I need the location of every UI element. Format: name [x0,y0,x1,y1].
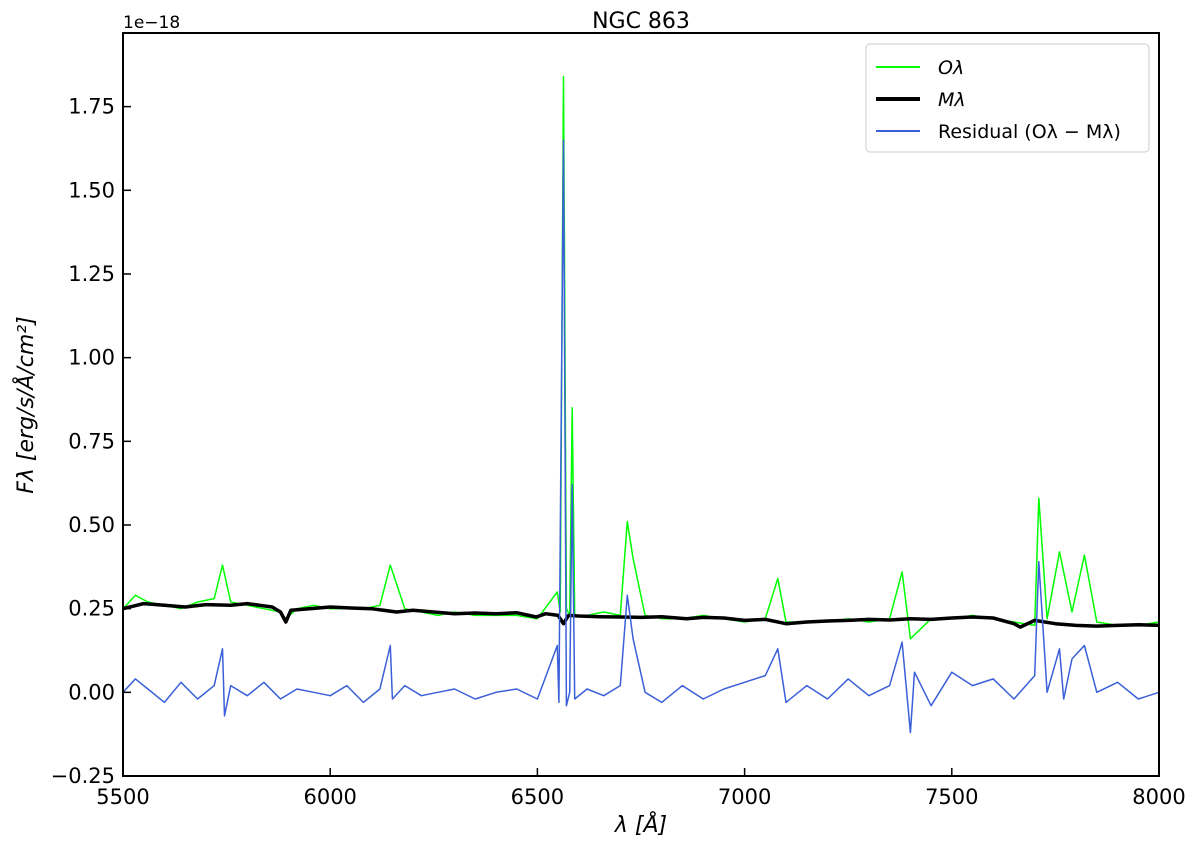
x-tick-label: 7500 [925,785,978,809]
series-line-2 [122,139,1160,734]
legend: Oλ Mλ Residual (Oλ − Mλ) [865,43,1150,153]
x-tick-label: 7000 [718,785,771,809]
y-axis-label: Fλ [erg/s/Å/cm²] [12,316,39,493]
chart-title: NGC 863 [592,9,690,34]
y-tick-label: 0.50 [68,513,115,537]
y-tick-label: 1.00 [68,346,115,370]
series-layer [122,75,1160,734]
y-tick-label: 0.25 [68,597,115,621]
plot-frame [122,32,1160,777]
y-tick-label: 0.00 [68,680,115,704]
axis-ticks: 5500 6000 6500 7000 7500 8000 −0.25 0.00 0.25 0.5… [51,95,1186,809]
x-tick-label: 8000 [1132,785,1185,809]
y-tick-label: 1.50 [68,178,115,202]
series-line-1 [122,601,1160,629]
legend-label-model: Mλ [938,89,966,111]
legend-box [865,43,1150,153]
x-axis-label: λ [Å] [614,811,667,838]
y-tick-label: 1.75 [68,95,115,119]
y-offset-text: 1e−18 [123,13,180,33]
series-line-0 [122,75,1160,640]
x-tick-label: 5500 [96,785,149,809]
y-tick-label: −0.25 [51,764,115,788]
legend-label-observed: Oλ [938,57,964,79]
x-tick-label: 6500 [511,785,564,809]
y-tick-label: 1.25 [68,262,115,286]
legend-label-residual: Residual (Oλ − Mλ) [938,121,1121,143]
y-tick-label: 0.75 [68,429,115,453]
x-tick-label: 6000 [303,785,356,809]
